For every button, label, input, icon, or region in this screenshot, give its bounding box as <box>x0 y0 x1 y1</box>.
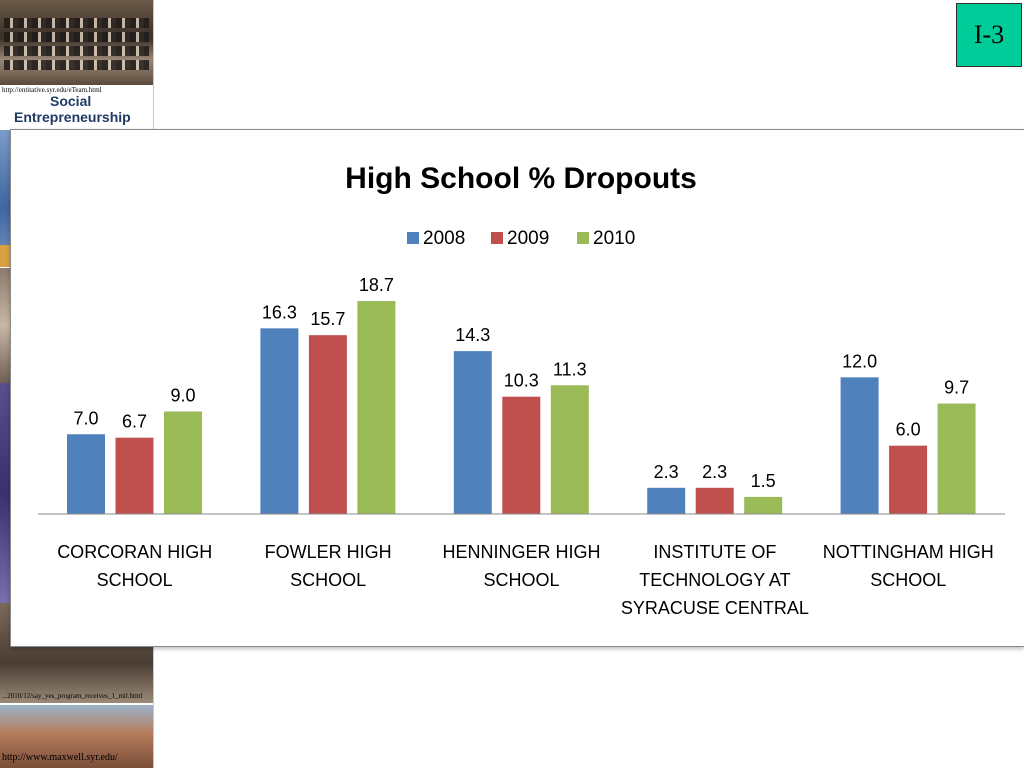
slide-number-label: I-3 <box>973 20 1005 49</box>
data-label-2009-3: 2.3 <box>702 462 727 482</box>
chart-legend: 2008 2009 2010 <box>407 228 635 249</box>
category-label-2-line-1: SCHOOL <box>483 570 559 590</box>
category-label-3-line-0: INSTITUTE OF <box>653 542 776 562</box>
logo-text-social: Social <box>50 93 92 109</box>
photo-source-url-bottom: http://www.maxwell.syr.edu/ <box>2 752 118 763</box>
data-label-2008-1: 16.3 <box>262 302 297 322</box>
bar-chart: High School % Dropouts 2008 2009 2010 7.0 6… <box>38 162 1005 618</box>
bar-2010-3 <box>744 496 783 514</box>
slide-number-badge: I-3 <box>956 3 1022 67</box>
photo-source-url-top: http://entitative.syr.edu/eTeam.html <box>2 86 102 94</box>
legend-swatch-2009 <box>491 232 503 244</box>
legend-label-2008: 2008 <box>423 228 465 249</box>
bar-2008-4 <box>840 377 879 514</box>
bar-2010-2 <box>550 385 589 514</box>
bar-2008-1 <box>260 328 299 514</box>
group-photo <box>0 0 153 85</box>
category-label-3-line-1: TECHNOLOGY AT <box>639 570 790 590</box>
category-label-2-line-0: HENNINGER HIGH <box>442 542 600 562</box>
bar-2009-0 <box>115 437 154 514</box>
category-label-3-line-2: SYRACUSE CENTRAL <box>621 598 809 618</box>
data-label-2009-2: 10.3 <box>504 371 539 391</box>
bar-2010-1 <box>357 301 396 514</box>
legend-label-2009: 2009 <box>507 228 549 249</box>
data-label-2010-0: 9.0 <box>170 385 195 405</box>
legend-swatch-2010 <box>577 232 589 244</box>
data-label-2008-4: 12.0 <box>842 351 877 371</box>
category-label-0-line-1: SCHOOL <box>97 570 173 590</box>
data-label-2010-4: 9.7 <box>944 378 969 398</box>
data-label-group: 7.0 6.7 9.0 16.3 15.7 18.7 14.3 10.3 11.3 2.3 2.3 1… <box>73 275 969 491</box>
bar-group <box>67 301 976 514</box>
chart-panel: High School % Dropouts 2008 2009 2010 7.0 6… <box>10 129 1024 647</box>
category-label-4-line-1: SCHOOL <box>870 570 946 590</box>
photo-source-url-middle: ...2010/12/say_yes_program_receives_1_mi… <box>2 692 143 700</box>
data-label-2008-2: 14.3 <box>455 325 490 345</box>
data-label-2008-3: 2.3 <box>654 462 679 482</box>
data-label-2009-0: 6.7 <box>122 412 147 432</box>
category-label-1-line-0: FOWLER HIGH <box>265 542 392 562</box>
category-label-4-line-0: NOTTINGHAM HIGH <box>823 542 994 562</box>
data-label-2010-1: 18.7 <box>359 275 394 295</box>
bar-2008-3 <box>647 487 686 514</box>
legend-swatch-2008 <box>407 232 419 244</box>
data-label-2009-1: 15.7 <box>310 309 345 329</box>
category-label-1-line-1: SCHOOL <box>290 570 366 590</box>
bar-2009-2 <box>502 396 541 514</box>
data-label-2008-0: 7.0 <box>73 408 98 428</box>
data-label-2009-4: 6.0 <box>896 420 921 440</box>
bar-2010-4 <box>937 403 976 514</box>
legend-label-2010: 2010 <box>593 228 635 249</box>
logo-text-entrepreneurship: Entrepreneurship <box>14 109 131 125</box>
category-label-0-line-0: CORCORAN HIGH <box>57 542 212 562</box>
data-label-2010-3: 1.5 <box>751 471 776 491</box>
bar-2009-1 <box>308 335 347 514</box>
bar-2008-0 <box>67 434 105 514</box>
bar-2010-0 <box>164 411 202 514</box>
bar-2009-4 <box>889 445 928 514</box>
bar-2008-2 <box>453 351 492 514</box>
bar-2009-3 <box>695 487 734 514</box>
collage-photo-building <box>0 705 153 768</box>
chart-title: High School % Dropouts <box>345 162 697 195</box>
data-label-2010-2: 11.3 <box>553 359 587 379</box>
category-label-group: CORCORAN HIGH SCHOOL FOWLER HIGH SCHOOL HENN… <box>57 542 994 618</box>
